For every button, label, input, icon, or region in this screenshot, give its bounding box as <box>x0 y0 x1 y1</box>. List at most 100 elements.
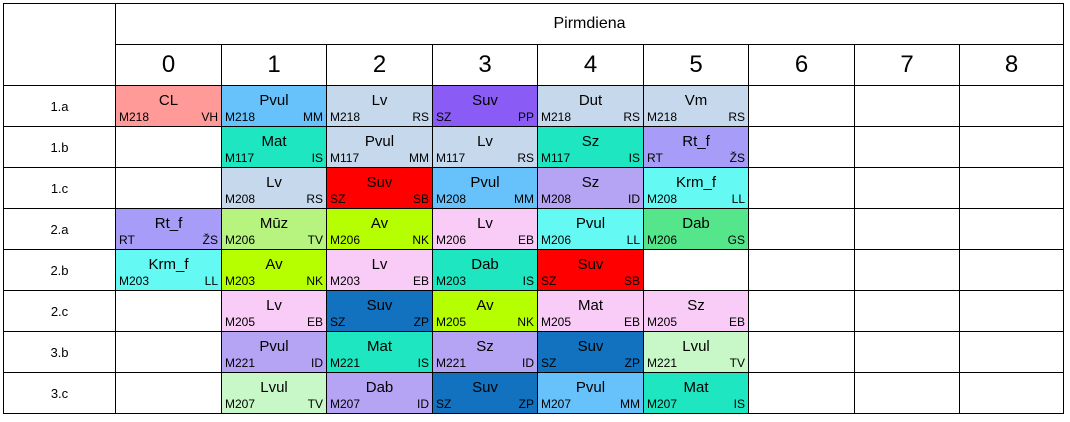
lesson-card[interactable]: Av M205 NK <box>432 290 538 332</box>
empty-slot[interactable] <box>959 85 1064 127</box>
lesson-room: M218 <box>647 110 678 124</box>
lesson-teacher: ID <box>628 192 640 206</box>
lesson-subject: Sz <box>581 133 600 150</box>
lesson-card[interactable]: Rt_f RT ŽS <box>115 208 222 250</box>
period-header: 1 <box>221 44 327 86</box>
lesson-subject: Krm_f <box>148 256 189 273</box>
lesson-card[interactable]: Rt_f RT ŽS <box>643 126 749 168</box>
class-label: 2.c <box>3 290 116 332</box>
empty-slot[interactable] <box>115 331 222 373</box>
lesson-card[interactable]: Dab M207 ID <box>326 372 433 414</box>
lesson-room: M221 <box>647 356 678 370</box>
lesson-card[interactable]: Lv M205 EB <box>221 290 327 332</box>
period-header: 6 <box>748 44 855 86</box>
empty-slot[interactable] <box>748 167 855 209</box>
lesson-card[interactable]: Pvul M207 MM <box>537 372 644 414</box>
empty-slot[interactable] <box>115 126 222 168</box>
lesson-subject: Rt_f <box>154 215 183 232</box>
empty-slot[interactable] <box>748 372 855 414</box>
lesson-teacher: EB <box>306 315 323 329</box>
lesson-card[interactable]: Krm_f M208 LL <box>643 167 749 209</box>
lesson-card[interactable]: Sz M205 EB <box>643 290 749 332</box>
empty-slot[interactable] <box>854 208 960 250</box>
empty-slot[interactable] <box>854 290 960 332</box>
lesson-card[interactable]: Pvul M218 MM <box>221 85 327 127</box>
empty-slot[interactable] <box>959 372 1064 414</box>
lesson-card[interactable]: Pvul M206 LL <box>537 208 644 250</box>
lesson-teacher: ID <box>522 356 534 370</box>
lesson-card[interactable]: Suv SZ PP <box>432 85 538 127</box>
lesson-card[interactable]: Dab M203 IS <box>432 249 538 291</box>
lesson-teacher: LL <box>731 192 745 206</box>
empty-slot[interactable] <box>748 126 855 168</box>
lesson-card[interactable]: Dut M218 RS <box>537 85 644 127</box>
lesson-card[interactable]: CL M218 VH <box>115 85 222 127</box>
empty-slot[interactable] <box>959 249 1064 291</box>
empty-slot[interactable] <box>748 290 855 332</box>
lesson-card[interactable]: Lv M218 RS <box>326 85 433 127</box>
lesson-card[interactable]: Av M206 NK <box>326 208 433 250</box>
lesson-card[interactable]: Lv M117 RS <box>432 126 538 168</box>
empty-slot[interactable] <box>854 85 960 127</box>
empty-slot[interactable] <box>959 208 1064 250</box>
lesson-teacher: NK <box>517 315 534 329</box>
lesson-card[interactable]: Lvul M221 TV <box>643 331 749 373</box>
lesson-card[interactable]: Lv M206 EB <box>432 208 538 250</box>
empty-slot[interactable] <box>854 249 960 291</box>
lesson-card[interactable]: Suv SZ ZP <box>432 372 538 414</box>
lesson-subject: Mat <box>366 338 392 355</box>
lesson-card[interactable]: Sz M221 ID <box>432 331 538 373</box>
empty-slot[interactable] <box>959 126 1064 168</box>
empty-slot[interactable] <box>748 85 855 127</box>
empty-slot[interactable] <box>748 208 855 250</box>
lesson-teacher: RS <box>306 192 323 206</box>
lesson-card[interactable]: Pvul M117 MM <box>326 126 433 168</box>
lesson-teacher: TV <box>729 356 745 370</box>
empty-slot[interactable] <box>115 290 222 332</box>
lesson-card[interactable]: Suv SZ SB <box>537 249 644 291</box>
empty-slot[interactable] <box>959 167 1064 209</box>
empty-slot[interactable] <box>115 167 222 209</box>
lesson-card[interactable]: Mat M221 IS <box>326 331 433 373</box>
lesson-card[interactable]: Mat M207 IS <box>643 372 749 414</box>
lesson-room: SZ <box>436 110 452 124</box>
lesson-card[interactable]: Mūz M206 TV <box>221 208 327 250</box>
lesson-card[interactable]: Lv M203 EB <box>326 249 433 291</box>
lesson-card[interactable]: Suv SZ SB <box>326 167 433 209</box>
empty-slot[interactable] <box>959 331 1064 373</box>
empty-slot[interactable] <box>748 331 855 373</box>
lesson-card[interactable]: Mat M117 IS <box>221 126 327 168</box>
lesson-room: M208 <box>541 192 572 206</box>
lesson-card[interactable]: Vm M218 RS <box>643 85 749 127</box>
lesson-card[interactable]: Suv SZ ZP <box>326 290 433 332</box>
lesson-card[interactable]: Sz M117 IS <box>537 126 644 168</box>
lesson-subject: Krm_f <box>675 174 716 191</box>
empty-slot[interactable] <box>854 126 960 168</box>
lesson-card[interactable]: Lv M208 RS <box>221 167 327 209</box>
lesson-card[interactable]: Av M203 NK <box>221 249 327 291</box>
empty-slot[interactable] <box>854 167 960 209</box>
empty-slot[interactable] <box>115 372 222 414</box>
empty-slot[interactable] <box>959 290 1064 332</box>
lesson-teacher: VH <box>201 110 218 124</box>
empty-slot[interactable] <box>748 249 855 291</box>
empty-slot[interactable] <box>854 372 960 414</box>
lesson-card[interactable]: Dab M206 GS <box>643 208 749 250</box>
lesson-subject: Pvul <box>259 338 289 355</box>
lesson-subject: Lv <box>477 215 493 232</box>
empty-slot[interactable] <box>643 249 749 291</box>
lesson-card[interactable]: Pvul M208 MM <box>432 167 538 209</box>
lesson-teacher: PP <box>517 110 534 124</box>
empty-slot[interactable] <box>854 331 960 373</box>
lesson-card[interactable]: Pvul M221 ID <box>221 331 327 373</box>
lesson-card[interactable]: Mat M205 EB <box>537 290 644 332</box>
lesson-subject: Pvul <box>575 379 606 396</box>
lesson-card[interactable]: Suv SZ ZP <box>537 331 644 373</box>
lesson-room: M207 <box>541 397 572 411</box>
lesson-card[interactable]: Lvul M207 TV <box>221 372 327 414</box>
lesson-card[interactable]: Sz M208 ID <box>537 167 644 209</box>
lesson-room: RT <box>647 151 663 165</box>
lesson-card[interactable]: Krm_f M203 LL <box>115 249 222 291</box>
class-row: 2.c Lv M205 EB Suv SZ ZP Av M205 NK Mat M205 EB Sz M20… <box>3 290 1064 332</box>
lesson-subject: Suv <box>472 92 498 109</box>
